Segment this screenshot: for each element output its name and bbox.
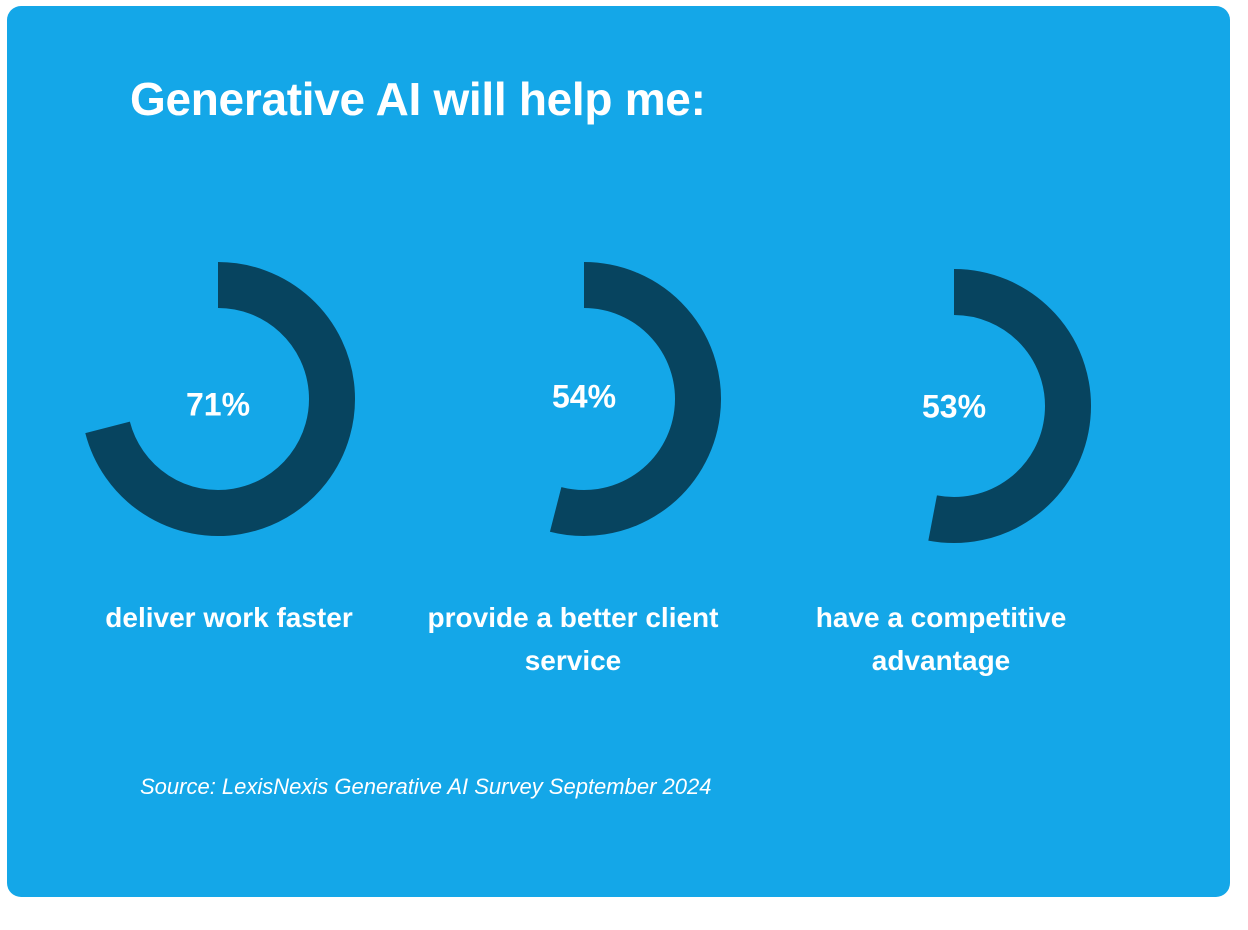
donut-arc-deliver-work-faster (85, 262, 355, 536)
donut-arc-better-client-service (549, 262, 721, 536)
donut-charts: 71% 54% 53% (85, 262, 1091, 543)
value-label-competitive-advantage: 53% (922, 388, 986, 424)
label-better-client-service: provide a better client service (427, 602, 719, 676)
donut-arc-competitive-advantage (928, 269, 1091, 543)
value-label-deliver-work-faster: 71% (186, 386, 250, 422)
infographic-card: Generative AI will help me: 71% 54% 53% de… (7, 6, 1230, 897)
source-note: Source: LexisNexis Generative AI Survey … (140, 774, 712, 799)
value-label-better-client-service: 54% (552, 378, 616, 414)
label-competitive-advantage: have a competitive advantage (815, 602, 1067, 676)
label-deliver-work-faster: deliver work faster (105, 602, 353, 633)
chart-title: Generative AI will help me: (130, 73, 706, 125)
